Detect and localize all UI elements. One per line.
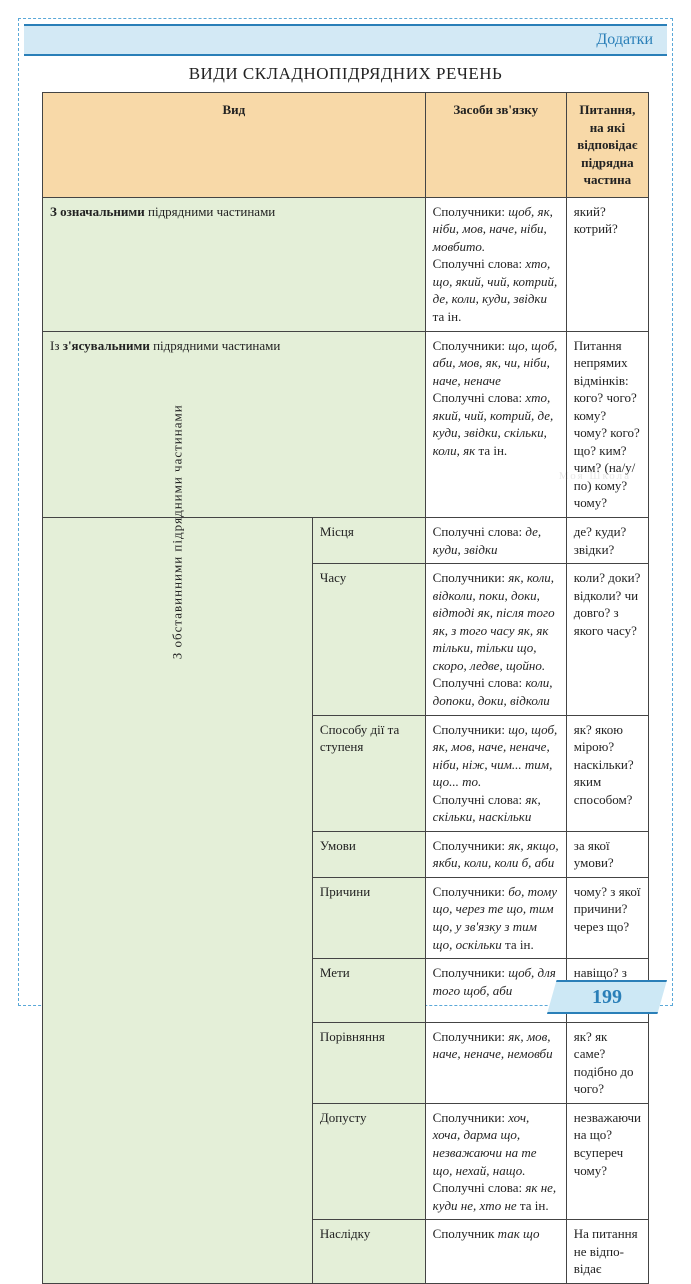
cell-vyd: Причини (312, 877, 425, 958)
vertical-group-label: З обставинними підрядними частинами (43, 518, 313, 1284)
content-area: ВИДИ СКЛАДНОПІДРЯДНИХ РЕЧЕНЬ Вид Засоби … (42, 64, 649, 1284)
table-row: З обставинними підрядними частинами Місц… (43, 518, 649, 564)
cell-pytannia: Питання непрямих відмінків: кого? чого? … (566, 331, 648, 517)
cell-pytannia: На питання не відпо­відає (566, 1220, 648, 1284)
cell-zasoby: Сполучники: як, коли, від­коли, поки, до… (425, 564, 566, 715)
page-title: ВИДИ СКЛАДНОПІДРЯДНИХ РЕЧЕНЬ (42, 64, 649, 84)
cell-zasoby: Сполучники: що, щоб, аби, мов, як, чи, н… (425, 331, 566, 517)
cell-vyd: Допусту (312, 1103, 425, 1219)
table-row: Із з'ясувальними підрядними части­нами С… (43, 331, 649, 517)
table-header-row: Вид Засоби зв'язку Питання, на які відпо… (43, 93, 649, 198)
cell-vyd: Способу дії та ступеня (312, 715, 425, 831)
header-band: Додатки (24, 24, 667, 56)
cell-zasoby: Сполучники: щоб, для того щоб, аби (425, 959, 566, 1023)
page-number-badge: 199 (547, 980, 667, 1014)
cell-vyd: Порівняння (312, 1022, 425, 1103)
cell-zasoby: Сполучники: бо, тому що, через те що, ти… (425, 877, 566, 958)
cell-vyd: Мети (312, 959, 425, 1023)
cell-zasoby: Сполучники: щоб, як, ніби, мов, наче, ні… (425, 197, 566, 331)
table-row: З означальними підрядними части­нами Спо… (43, 197, 649, 331)
cell-zasoby: Сполучники: як, якщо, якби, коли, коли б… (425, 831, 566, 877)
cell-pytannia: як? як саме? подібно до чого? (566, 1022, 648, 1103)
cell-zasoby: Сполучники: що, щоб, як, мов, наче, нена… (425, 715, 566, 831)
sentence-types-table: Вид Засоби зв'язку Питання, на які відпо… (42, 92, 649, 1284)
col-header-vyd: Вид (43, 93, 426, 198)
cell-pytannia: коли? доки? відколи? чи довго? з якого ч… (566, 564, 648, 715)
page-number: 199 (592, 986, 622, 1009)
cell-zasoby: Сполучник так що (425, 1220, 566, 1284)
col-header-pytannia: Питання, на які відповідає підрядна част… (566, 93, 648, 198)
cell-zasoby: Сполучники: як, мов, наче, неначе, немов… (425, 1022, 566, 1103)
cell-pytannia: за якої умови? (566, 831, 648, 877)
cell-pytannia: незважаючи на що? всупереч чому? (566, 1103, 648, 1219)
cell-pytannia: який? котрий? (566, 197, 648, 331)
header-section-label: Додатки (596, 31, 653, 49)
cell-vyd: Наслідку (312, 1220, 425, 1284)
cell-vyd: Місця (312, 518, 425, 564)
cell-zasoby: Сполучники: хоч, хоча, дарма що, незважа… (425, 1103, 566, 1219)
cell-vyd: З означальними підрядними части­нами (43, 197, 426, 331)
cell-pytannia: чому? з якої причини? через що? (566, 877, 648, 958)
col-header-zasoby: Засоби зв'язку (425, 93, 566, 198)
cell-pytannia: де? куди? звідки? (566, 518, 648, 564)
cell-vyd: Часу (312, 564, 425, 715)
cell-vyd: Із з'ясувальними підрядними части­нами (43, 331, 426, 517)
cell-vyd: Умови (312, 831, 425, 877)
cell-zasoby: Сполучні слова: де, куди, звідки (425, 518, 566, 564)
cell-pytannia: як? якою мірою? наскільки? яким способом… (566, 715, 648, 831)
